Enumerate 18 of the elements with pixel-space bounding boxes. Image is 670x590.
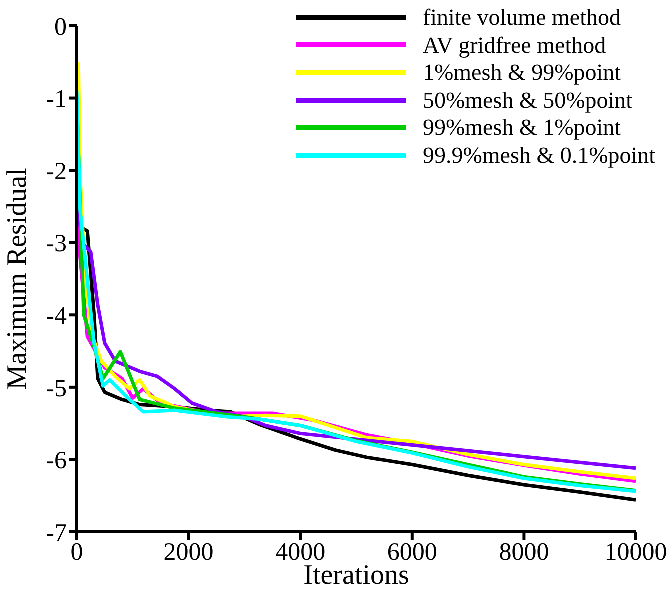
y-tick-label: -6 [46,448,67,475]
legend-label: 99%mesh & 1%point [423,114,622,142]
y-tick-label: -7 [46,520,67,547]
y-axis-title: Maximum Residual [2,168,33,390]
x-tick-label: 10000 [604,538,668,566]
legend-label: 1%mesh & 99%point [423,59,622,87]
legend-label: AV gridfree method [423,32,606,60]
y-tick-label: 0 [54,14,67,41]
y-tick-label: -3 [46,230,67,258]
x-tick-label: 2000 [164,538,214,566]
x-tick-label: 8000 [499,538,550,566]
legend-label: 50%mesh & 50%point [423,86,633,114]
legend-label: finite volume method [423,4,622,32]
legend-label: 99.9%mesh & 0.1%point [423,142,656,170]
y-tick-label: -1 [46,86,67,114]
y-tick-label: -4 [46,303,68,330]
y-tick-label: -2 [46,158,67,186]
y-tick-label: -5 [46,375,67,402]
